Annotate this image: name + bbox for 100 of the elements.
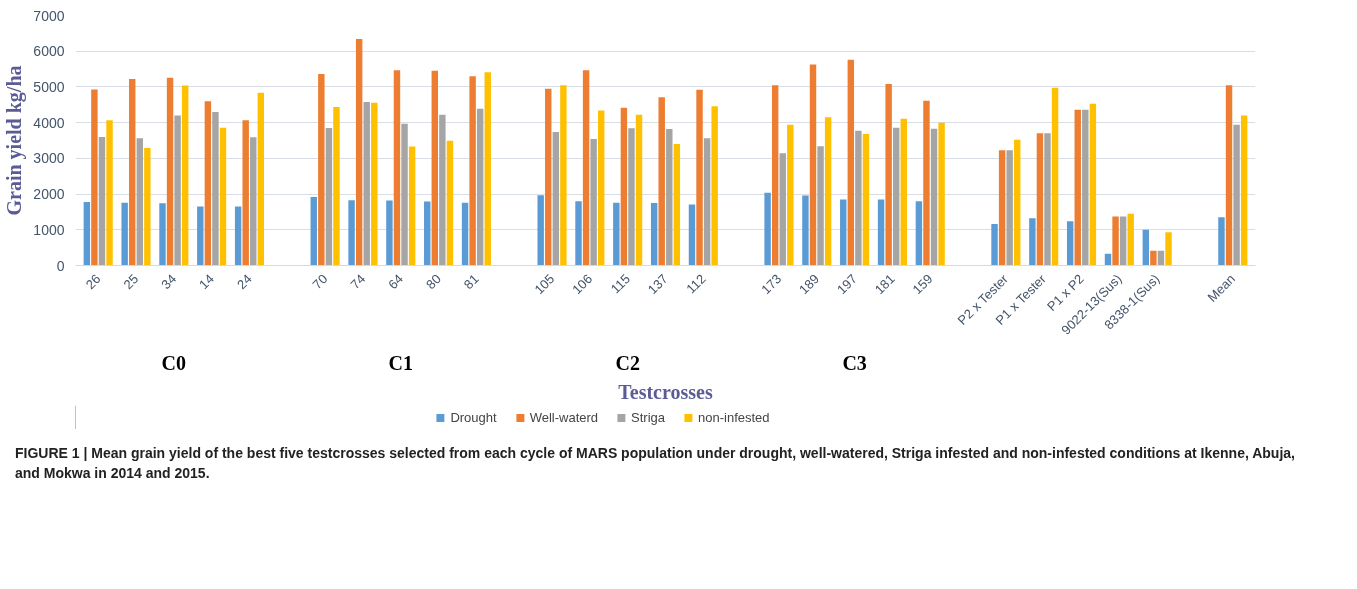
bar (537, 195, 544, 266)
x-tick-label: 34 (158, 271, 180, 293)
bar (439, 114, 446, 266)
bar (1036, 133, 1044, 266)
bar (1066, 221, 1074, 266)
text: C3 (842, 351, 867, 374)
bar (348, 200, 355, 266)
bar (1089, 103, 1097, 266)
bar (938, 122, 945, 266)
bar (688, 204, 696, 266)
bar (106, 120, 113, 266)
bar (1119, 216, 1127, 266)
bar (923, 100, 930, 266)
bar (1112, 216, 1119, 266)
x-tick-label: 24 (233, 271, 255, 293)
bar (779, 153, 786, 266)
bar (166, 77, 174, 266)
bar (401, 123, 408, 266)
legend-label: Striga (631, 409, 666, 425)
bar (900, 118, 907, 266)
x-tick-label: 106 (569, 271, 596, 298)
bar (620, 107, 628, 266)
bar (703, 138, 711, 266)
bar (234, 206, 242, 266)
bar (144, 148, 151, 266)
bar (363, 101, 370, 266)
bar (862, 134, 870, 266)
x-tick-label: 173 (758, 271, 785, 298)
x-tick-label: 26 (82, 271, 104, 293)
bar (1165, 232, 1172, 266)
x-tick-label: 64 (385, 271, 407, 293)
x-tick-label: 112 (683, 271, 709, 297)
bar (325, 128, 333, 266)
legend-label: Drought (450, 409, 497, 425)
y-tick-label: 7000 (33, 7, 65, 24)
x-tick-label: 25 (120, 271, 142, 293)
bar (991, 224, 998, 266)
bar (613, 202, 620, 266)
bar (817, 146, 824, 266)
bar (98, 136, 106, 266)
bar (1233, 124, 1240, 266)
bar (787, 124, 794, 266)
y-tick-label: 3000 (33, 150, 65, 167)
bar (597, 110, 605, 266)
bar (424, 201, 431, 266)
x-tick-label: 14 (196, 271, 217, 293)
bar (1225, 85, 1233, 266)
bar (197, 206, 204, 266)
bar (1044, 133, 1051, 266)
bar (575, 201, 582, 266)
bar (930, 128, 938, 266)
x-tick-label: 81 (460, 271, 482, 293)
bar (212, 111, 219, 266)
bar (204, 101, 212, 266)
bar (461, 202, 469, 266)
bar (847, 59, 855, 266)
caption: FIGURE 1 | Mean grain yield of the best five testcrosses selected from each cycle of MARS population under drought, well-watered, Striga infested and non-infested conditions at Ikenne, Abuja, and Mokwa in 2014 and 2015. (15, 444, 1296, 483)
bar (545, 88, 552, 266)
bar (590, 139, 597, 266)
x-tick-label: 137 (644, 271, 671, 298)
bar (673, 144, 681, 266)
bar (136, 138, 144, 266)
bar (560, 85, 567, 266)
bar (552, 131, 560, 266)
bar (1218, 217, 1225, 266)
bar (1142, 229, 1150, 266)
bar (711, 106, 718, 266)
bar (371, 102, 378, 266)
x-tick-label: 189 (796, 271, 823, 298)
y-tick-label: 1000 (33, 221, 65, 238)
bar (840, 199, 847, 266)
bar (318, 74, 325, 266)
bar (1006, 150, 1013, 266)
bar (582, 70, 590, 266)
bar (408, 146, 416, 266)
x-tick-label: 80 (423, 271, 444, 293)
x-tick-label: 197 (833, 271, 860, 298)
bar (1074, 109, 1081, 266)
bar (650, 203, 658, 266)
bar (1082, 109, 1089, 266)
bar (877, 199, 885, 266)
x-tick-label: 159 (909, 271, 936, 298)
bar (484, 72, 491, 266)
x-tick-label: 70 (309, 271, 331, 293)
x-tick-label: 181 (871, 271, 898, 298)
bar (1150, 250, 1157, 266)
x-tick-label: 74 (347, 271, 369, 293)
bar (393, 70, 401, 266)
bar (469, 76, 476, 266)
bar (1014, 139, 1021, 266)
bar (91, 89, 98, 266)
bar (386, 200, 393, 266)
bar (446, 140, 454, 266)
bar (310, 196, 317, 266)
bar (333, 106, 340, 266)
bar (257, 92, 265, 266)
bar (121, 202, 128, 266)
x-tick-label: 115 (607, 271, 633, 297)
bar (1029, 218, 1036, 266)
y-tick-label: 6000 (33, 43, 65, 60)
